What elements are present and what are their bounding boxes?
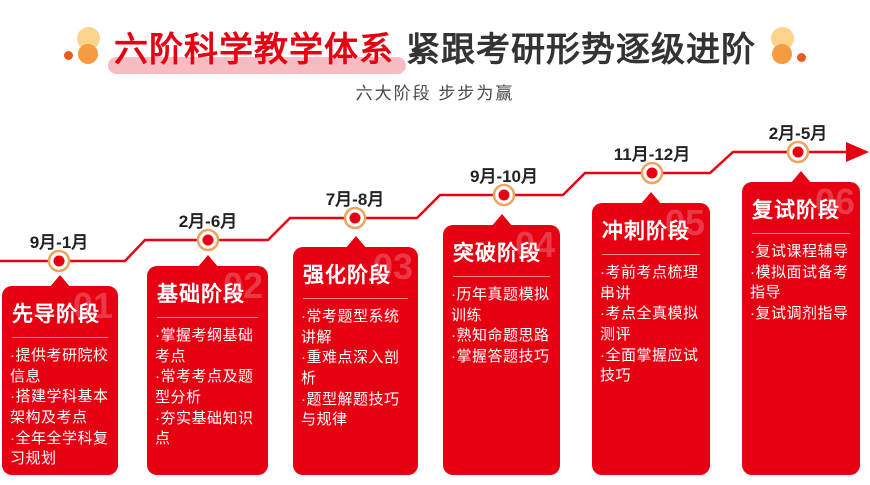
card-divider (303, 298, 408, 299)
stage-date-3: 7月-8月 (325, 190, 385, 209)
title-highlight-text: 六阶科学教学体系 (114, 31, 394, 69)
stage-point: ·搭建学科基本架构及考点 (10, 388, 109, 427)
stage-card-1: 01 先导阶段 ·提供考研院校信息 ·搭建学科基本架构及考点 ·全年全学科复习规… (2, 275, 118, 475)
stage-points: ·复试课程辅导 ·模拟面试备考指导 ·复试调剂指导 (750, 242, 852, 325)
stage-point: ·复试课程辅导 (750, 243, 849, 260)
stage-title: 复试阶段 (752, 199, 840, 222)
stage-date-1: 9月-1月 (29, 233, 89, 252)
stage-marker-1 (47, 249, 71, 273)
stage-points: ·考前考点梳理串讲 ·考点全真模拟测评 ·全面掌握应试技巧 (600, 263, 702, 387)
page-subtitle: 六大阶段 步步为赢 (355, 84, 515, 103)
stage-title: 先导阶段 (12, 303, 100, 326)
stage-point: ·常考题型系统讲解 (301, 308, 400, 346)
stage-card-2: 02 基础阶段 ·掌握考纲基础考点 ·常考考点及题型分析 ·夯实基础知识点 (147, 255, 268, 475)
card-pointer-icon (344, 236, 367, 249)
stage-marker-5 (640, 161, 664, 185)
stage-date-6: 2月-5月 (768, 124, 828, 143)
card-divider (453, 276, 550, 277)
stage-date-2: 2月-6月 (178, 212, 238, 231)
card-pointer-icon (490, 214, 513, 227)
stage-number: 05 (664, 202, 705, 243)
page-title: 六阶科学教学体系 紧跟考研形势逐级进阶 (108, 22, 756, 74)
card-divider (157, 317, 258, 318)
stage-point: ·夯实基础知识点 (155, 409, 254, 448)
decoration-left (64, 23, 104, 71)
stage-title: 强化阶段 (303, 264, 391, 287)
stage-card-3: 03 强化阶段 ·常考题型系统讲解 ·重难点深入剖析 ·题型解题技巧与规律 (293, 236, 418, 475)
arrowhead-icon (846, 142, 869, 162)
stage-point: ·考点全真模拟测评 (600, 305, 699, 344)
stage-title: 冲刺阶段 (602, 220, 690, 243)
stage-point: ·熟知命题思路 (451, 327, 550, 345)
stage-point: ·全年全学科复习规划 (10, 429, 109, 468)
title-highlight-bar (108, 57, 406, 74)
stage-number: 03 (372, 246, 413, 287)
orange-circle-icon (78, 43, 98, 64)
stage-marker-6 (786, 140, 810, 164)
timeline-path (0, 150, 850, 263)
stage-points: ·历年真题模拟训练 ·熟知命题思路 ·掌握答题技巧 (451, 285, 552, 368)
stage-point: ·考前考点梳理串讲 (600, 264, 699, 302)
title-rest-text: 紧跟考研形势逐级进阶 (406, 31, 756, 69)
card-pointer-icon (49, 275, 71, 288)
stage-marker-3 (343, 206, 367, 230)
stage-date-5: 11月-12月 (613, 145, 691, 164)
card-pointer-icon (640, 192, 662, 205)
light-circle-icon (771, 26, 794, 50)
stage-title: 突破阶段 (453, 242, 541, 265)
stage-number: 06 (814, 181, 855, 222)
small-dot-icon (64, 50, 73, 60)
stage-date-4: 9月-10月 (469, 167, 539, 186)
card-pointer-icon (790, 171, 812, 184)
stage-card-4: 04 突破阶段 ·历年真题模拟训练 ·熟知命题思路 ·掌握答题技巧 (443, 214, 560, 475)
stage-point: ·复试调剂指导 (750, 305, 849, 323)
stage-point: ·模拟面试备考指导 (750, 263, 849, 302)
header: 六阶科学教学体系 紧跟考研形势逐级进阶 (0, 22, 870, 74)
stage-point: ·掌握答题技巧 (451, 348, 550, 366)
stage-number: 04 (514, 224, 555, 265)
stage-card-6: 06 复试阶段 ·复试课程辅导 ·模拟面试备考指导 ·复试调剂指导 (742, 171, 860, 475)
decoration-right (766, 23, 806, 71)
light-circle-icon (77, 26, 100, 50)
orange-circle-icon (772, 43, 792, 64)
card-pointer-icon (196, 255, 219, 268)
stage-points: ·提供考研院校信息 ·搭建学科基本架构及考点 ·全年全学科复习规划 (10, 346, 110, 470)
stage-point: ·全面掌握应试技巧 (600, 346, 699, 385)
stage-title: 基础阶段 (157, 283, 245, 306)
stage-point: ·历年真题模拟训练 (451, 286, 550, 324)
stage-point: ·常考考点及题型分析 (155, 368, 254, 407)
stage-number: 01 (72, 285, 113, 326)
card-divider (602, 254, 700, 255)
stage-points: ·常考题型系统讲解 ·重难点深入剖析 ·题型解题技巧与规律 (301, 307, 410, 431)
stage-marker-2 (196, 228, 220, 252)
stage-point: ·提供考研院校信息 (10, 347, 109, 385)
card-divider (12, 337, 108, 338)
stage-number: 02 (222, 265, 263, 306)
card-divider (752, 233, 850, 234)
stage-point: ·重难点深入剖析 (301, 349, 400, 388)
stage-point: ·掌握考纲基础考点 (155, 327, 254, 365)
small-dot-icon (797, 52, 806, 62)
stage-point: ·题型解题技巧与规律 (301, 390, 400, 429)
stage-marker-4 (492, 183, 516, 207)
stage-points: ·掌握考纲基础考点 ·常考考点及题型分析 ·夯实基础知识点 (155, 326, 260, 450)
stage-card-5: 05 冲刺阶段 ·考前考点梳理串讲 ·考点全真模拟测评 ·全面掌握应试技巧 (592, 192, 710, 475)
